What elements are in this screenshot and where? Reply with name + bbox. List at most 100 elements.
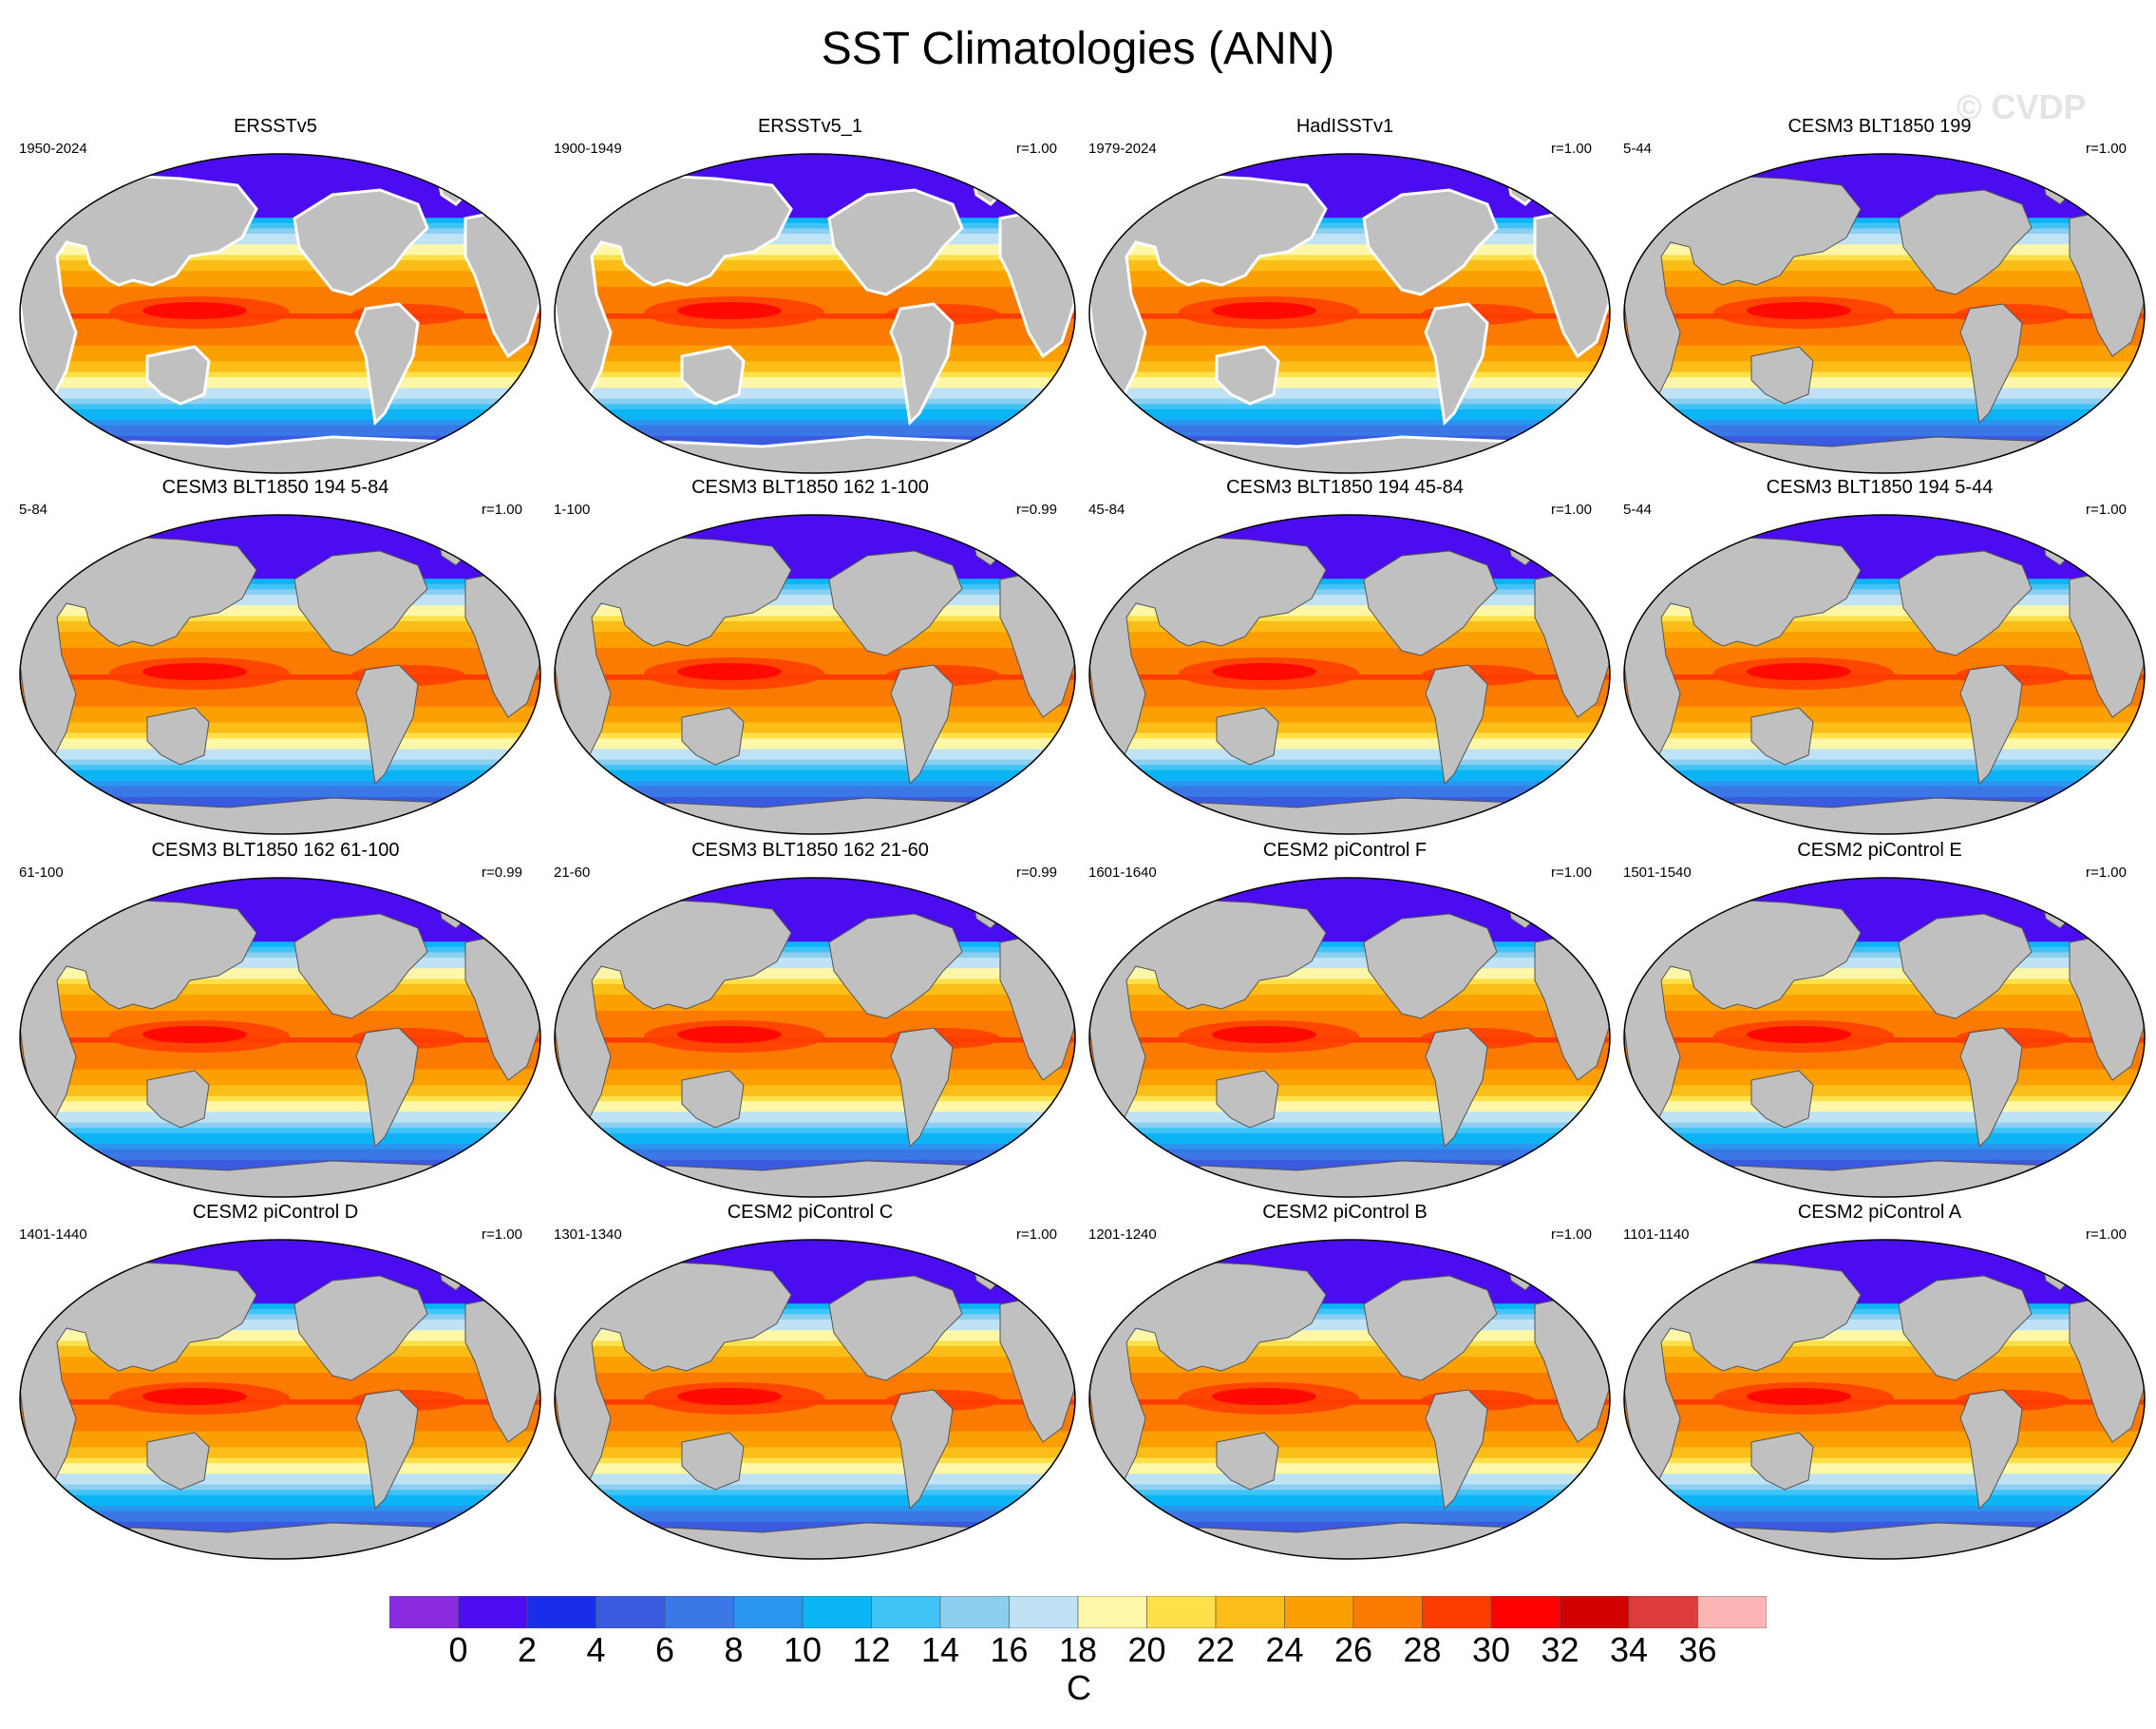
sst-band [555,781,1075,788]
land-mass [56,797,514,834]
warm-pool [142,1026,247,1043]
sst-band [20,340,540,347]
map-panel: CESM2 piControl F 1601-1640 r=1.00 [1079,838,1611,1199]
sst-band [1089,1457,1610,1465]
sst-map [1623,877,2146,1198]
sst-band [1089,377,1610,384]
sst-band [20,1378,540,1385]
sst-band [1624,579,2145,585]
map-panel: ERSSTv5 1950-2024 [9,114,541,475]
sst-band [20,1053,540,1060]
sst-band [555,367,1075,373]
map-panel: CESM3 BLT1850 194 5-84 5-84 r=1.00 [9,475,541,836]
colorbar-tick-label: 30 [1471,1630,1511,1669]
sst-band [1089,1436,1610,1443]
sst-band [20,318,540,326]
sst-band [555,238,1075,246]
sst-band [555,552,1075,559]
colorbar-units: C [1067,1668,1091,1707]
sst-band [20,909,540,917]
sst-band [20,765,540,771]
sst-band [20,1240,540,1246]
sst-band [555,642,1075,649]
sst-band [1089,1330,1610,1337]
sst-band [20,738,540,745]
sst-band [20,1453,540,1459]
sst-band [20,238,540,246]
colorbar-segment [596,1596,666,1628]
panel-years: 1101-1140 [1623,1226,1690,1243]
sst-band [1089,1244,1610,1252]
sst-band [20,1122,540,1130]
sst-band [1624,958,2145,964]
sst-band [1089,658,1610,665]
panel-correlation: r=1.00 [1016,1226,1057,1243]
sst-band [1624,334,2145,341]
sst-band [555,1473,1075,1480]
sst-band [1089,909,1610,917]
sst-band [1624,292,2145,299]
colorbar-segment [1009,1596,1079,1628]
sst-band [1089,978,1610,985]
sst-band [555,351,1075,357]
panel-correlation: r=0.99 [1016,864,1057,881]
sst-band [20,701,540,708]
sst-band [1089,1500,1610,1507]
sst-band [1624,1361,2145,1369]
sst-band [555,420,1075,427]
map-panel: CESM2 piControl A 1101-1140 r=1.00 [1614,1200,2146,1561]
sst-band [555,893,1075,901]
sst-map [19,514,541,835]
sst-band [1089,962,1610,970]
sst-band [20,1021,540,1028]
sst-band [1624,653,2145,660]
colorbar [389,1596,1767,1628]
sst-band [1624,1255,2145,1263]
sst-band [555,1266,1075,1273]
sst-band [555,1346,1075,1353]
sst-band [555,1431,1075,1438]
sst-band [555,404,1075,410]
land-mass [681,707,745,766]
sst-band [555,1091,1075,1097]
sst-band [20,1324,540,1332]
sst-band [20,361,540,368]
land-mass [828,550,963,656]
sst-band [20,244,540,251]
sst-band [20,883,540,890]
sst-band [20,191,540,198]
sst-band [1624,1282,2145,1289]
sst-band [20,276,540,283]
sst-band [20,196,540,203]
sst-band [1089,888,1610,895]
sst-band [1089,1415,1610,1422]
sst-band [1624,605,2145,612]
map-outline [19,153,541,474]
sst-band [1089,546,1610,554]
sst-band [20,1521,540,1529]
sst-band [1089,1324,1610,1332]
panel-years: 45-84 [1088,502,1125,518]
map-panel: CESM2 piControl D 1401-1440 r=1.00 [9,1200,541,1561]
sst-map [554,877,1076,1198]
sst-band [1089,1101,1610,1108]
sst-band [555,695,1075,702]
sst-band [1089,589,1610,596]
sst-band [20,408,540,416]
sst-band [1624,297,2145,304]
sst-band [1089,732,1610,740]
sst-band [1089,1112,1610,1118]
sst-band [1624,759,2145,767]
sst-band [1624,281,2145,288]
sst-band [1624,925,2145,932]
sst-band [20,1298,540,1305]
sst-band [1624,201,2145,208]
colorbar-tick-label: 26 [1333,1630,1373,1669]
sst-band [20,1447,540,1454]
sst-band [1089,435,1610,443]
sst-band [555,1282,1075,1289]
map-outline [1623,514,2146,835]
sst-band [1089,568,1610,575]
sst-band [1089,765,1610,771]
colorbar-tick-label: 32 [1541,1630,1579,1669]
